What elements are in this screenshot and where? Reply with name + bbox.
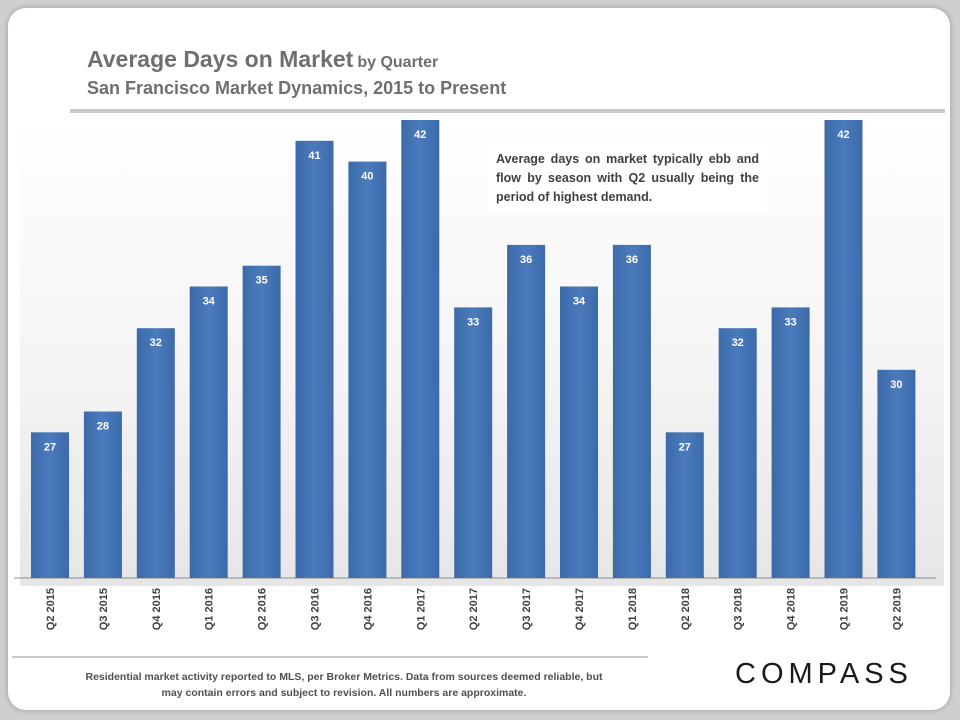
bar-value-label: 32: [150, 337, 162, 349]
x-tick-label: Q2 2019: [891, 588, 903, 630]
bar-value-label: 33: [784, 316, 796, 328]
bar: [348, 161, 387, 578]
bar-value-label: 42: [414, 129, 426, 141]
x-tick-label: Q3 2016: [310, 588, 322, 630]
bar: [824, 120, 863, 578]
footer-divider: [12, 656, 648, 658]
x-tick-label: Q2 2015: [45, 588, 57, 630]
bar: [665, 432, 704, 578]
bar-value-label: 33: [467, 316, 479, 328]
x-tick-label: Q2 2016: [257, 588, 269, 630]
chart-title: Average Days on Market by Quarter: [87, 46, 438, 73]
bar: [877, 369, 916, 578]
bar-value-label: 42: [837, 129, 849, 141]
bar-value-label: 34: [203, 296, 216, 308]
x-tick-label: Q2 2018: [680, 588, 692, 630]
bar-value-label: 41: [308, 150, 320, 162]
bar: [507, 244, 546, 578]
bar-value-label: 36: [520, 254, 532, 266]
bar: [771, 307, 810, 578]
source-footnote: Residential market activity reported to …: [85, 671, 603, 699]
x-tick-label: Q1 2017: [415, 588, 427, 630]
bar-value-label: 36: [626, 254, 638, 266]
x-tick-label: Q2 2017: [468, 588, 480, 630]
bar: [612, 244, 651, 578]
bar: [83, 411, 122, 578]
bar: [31, 432, 69, 578]
bar-value-label: 34: [573, 296, 586, 308]
x-tick-label: Q3 2015: [98, 588, 110, 630]
bar: [295, 140, 334, 579]
chart-subtitle: San Francisco Market Dynamics, 2015 to P…: [87, 78, 507, 98]
x-tick-label: Q4 2016: [362, 588, 374, 630]
bar: [189, 286, 228, 578]
bar: [454, 307, 493, 578]
bar-value-label: 32: [732, 337, 744, 349]
bar: [136, 328, 175, 578]
bar: [401, 120, 440, 578]
compass-logo: COMPASS: [735, 658, 913, 690]
x-tick-label: Q3 2018: [733, 588, 745, 630]
x-tick-label: Q4 2017: [574, 588, 586, 630]
bar-value-label: 40: [361, 171, 373, 183]
bar-value-label: 35: [255, 275, 267, 287]
x-tick-label: Q1 2016: [204, 588, 216, 630]
x-tick-label: Q1 2018: [627, 588, 639, 630]
bar-value-label: 28: [97, 421, 109, 433]
title-divider: [70, 109, 945, 113]
bar-value-label: 27: [44, 441, 56, 453]
x-tick-label: Q4 2018: [786, 588, 798, 630]
chart-title-main: Average Days on Market: [87, 46, 354, 72]
x-tick-label: Q1 2019: [839, 588, 851, 630]
bar-value-label: 30: [890, 379, 902, 391]
bar: [560, 286, 598, 578]
x-tick-label: Q4 2015: [151, 588, 163, 630]
bar-value-label: 27: [679, 441, 691, 453]
chart-annotation: Average days on market typically ebb and…: [488, 146, 767, 212]
bar: [718, 328, 757, 578]
bar: [242, 265, 281, 578]
x-tick-label: Q3 2017: [521, 588, 533, 630]
chart-title-suffix: by Quarter: [357, 54, 439, 71]
